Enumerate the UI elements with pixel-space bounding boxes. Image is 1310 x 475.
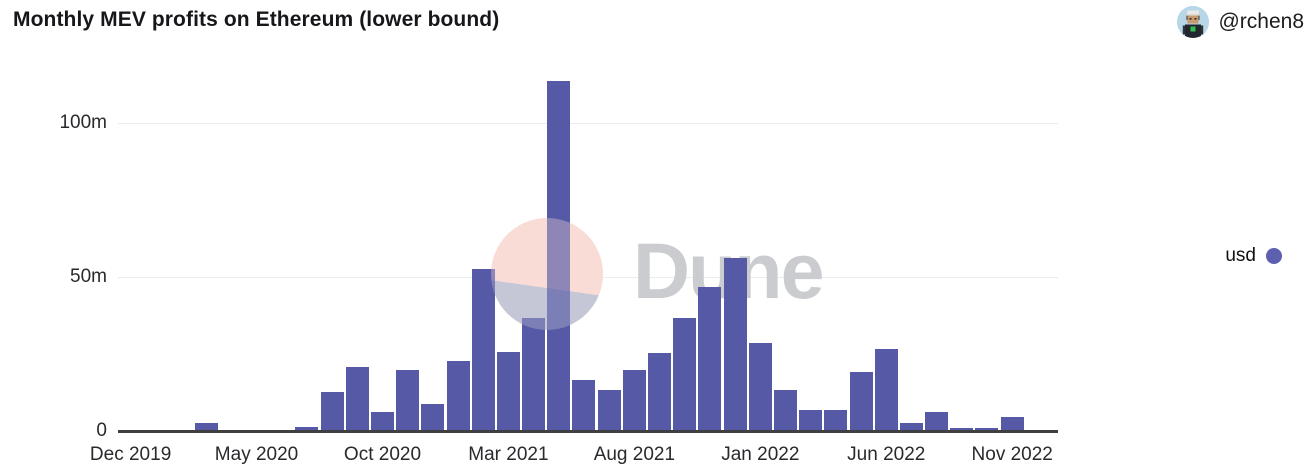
bar-slot xyxy=(521,60,546,432)
bar-slot xyxy=(874,60,899,432)
bar-nov-2020[interactable] xyxy=(396,370,420,432)
bar-nov-2021[interactable] xyxy=(698,287,722,432)
bar-jun-2022[interactable] xyxy=(874,348,898,432)
bar-slot xyxy=(320,60,345,432)
x-tick-label: Jan 2022 xyxy=(721,444,800,465)
bar-apr-2021[interactable] xyxy=(522,318,546,432)
x-tick-label: Dec 2019 xyxy=(89,444,172,465)
bar-mar-2022[interactable] xyxy=(799,410,823,432)
y-tick-label: 0 xyxy=(96,420,107,441)
bar-feb-2022[interactable] xyxy=(773,390,797,432)
x-tick-label: Nov 2022 xyxy=(971,444,1053,465)
bar-slot xyxy=(748,60,773,432)
bar-aug-2020[interactable] xyxy=(320,391,344,432)
bar-slot xyxy=(345,60,370,432)
bar-jan-2021[interactable] xyxy=(446,361,470,432)
bar-slot xyxy=(672,60,697,432)
bar-slot xyxy=(798,60,823,432)
bar-slot xyxy=(194,60,219,432)
bar-slot xyxy=(395,60,420,432)
bar-jul-2020[interactable] xyxy=(295,427,319,432)
bar-feb-2021[interactable] xyxy=(471,268,495,432)
bar-sep-2020[interactable] xyxy=(345,367,369,432)
x-tick-label: Oct 2020 xyxy=(343,444,422,465)
bar-slot xyxy=(370,60,395,432)
bar-slot xyxy=(269,60,294,432)
bar-sep-2021[interactable] xyxy=(648,353,672,432)
bar-slot xyxy=(848,60,873,432)
bar-slot xyxy=(823,60,848,432)
bar-may-2021[interactable] xyxy=(547,80,571,432)
legend: usd xyxy=(1225,245,1282,267)
author-avatar-icon[interactable] xyxy=(1177,6,1210,38)
bar-aug-2022[interactable] xyxy=(925,411,949,432)
bar-slot xyxy=(622,60,647,432)
legend-dot-icon xyxy=(1266,248,1282,264)
bar-apr-2022[interactable] xyxy=(824,410,848,432)
bar-slot xyxy=(647,60,672,432)
bar-slot xyxy=(420,60,445,432)
bar-slot xyxy=(773,60,798,432)
bar-oct-2021[interactable] xyxy=(673,318,697,432)
bar-slot xyxy=(294,60,319,432)
bar-slot xyxy=(118,60,143,432)
chart-title: Monthly MEV profits on Ethereum (lower b… xyxy=(13,8,500,31)
bar-oct-2020[interactable] xyxy=(370,411,394,432)
author-handle[interactable]: @rchen8 xyxy=(1218,10,1304,33)
bar-slot xyxy=(1000,60,1025,432)
bar-may-2022[interactable] xyxy=(849,371,873,432)
bar-slot xyxy=(143,60,168,432)
y-tick-label: 50m xyxy=(70,266,107,287)
x-tick-label: Jun 2022 xyxy=(847,444,926,465)
bar-slot xyxy=(723,60,748,432)
bar-oct-2022[interactable] xyxy=(975,427,999,432)
gridline xyxy=(118,123,1058,124)
bar-slot xyxy=(445,60,470,432)
dune-logo-icon xyxy=(491,218,603,330)
bar-dec-2021[interactable] xyxy=(723,257,747,432)
bar-slot xyxy=(924,60,949,432)
bar-slot xyxy=(496,60,521,432)
bar-slot xyxy=(597,60,622,432)
x-tick-label: Mar 2021 xyxy=(468,444,549,465)
x-tick-label: Aug 2021 xyxy=(593,444,676,465)
bar-series xyxy=(118,60,1050,432)
bar-slot xyxy=(899,60,924,432)
bar-mar-2020[interactable] xyxy=(194,422,218,432)
bar-slot xyxy=(219,60,244,432)
bar-jul-2021[interactable] xyxy=(597,390,621,432)
bar-jun-2021[interactable] xyxy=(572,379,596,432)
bar-nov-2022[interactable] xyxy=(1000,416,1024,432)
y-tick-label: 100m xyxy=(59,112,107,133)
bar-slot xyxy=(244,60,269,432)
bar-aug-2021[interactable] xyxy=(622,370,646,432)
bar-slot xyxy=(168,60,193,432)
bar-jul-2022[interactable] xyxy=(899,422,923,432)
bar-slot xyxy=(471,60,496,432)
bar-slot xyxy=(697,60,722,432)
x-tick-label: May 2020 xyxy=(214,444,299,465)
bar-slot xyxy=(974,60,999,432)
x-axis-line xyxy=(118,430,1058,433)
bar-mar-2021[interactable] xyxy=(496,351,520,432)
author[interactable]: @rchen8 xyxy=(1177,6,1304,38)
bar-slot xyxy=(571,60,596,432)
bar-jan-2022[interactable] xyxy=(748,342,772,432)
bar-slot xyxy=(1025,60,1050,432)
bar-slot xyxy=(546,60,571,432)
bar-dec-2020[interactable] xyxy=(421,404,445,432)
bar-slot xyxy=(949,60,974,432)
legend-label: usd xyxy=(1225,245,1256,266)
